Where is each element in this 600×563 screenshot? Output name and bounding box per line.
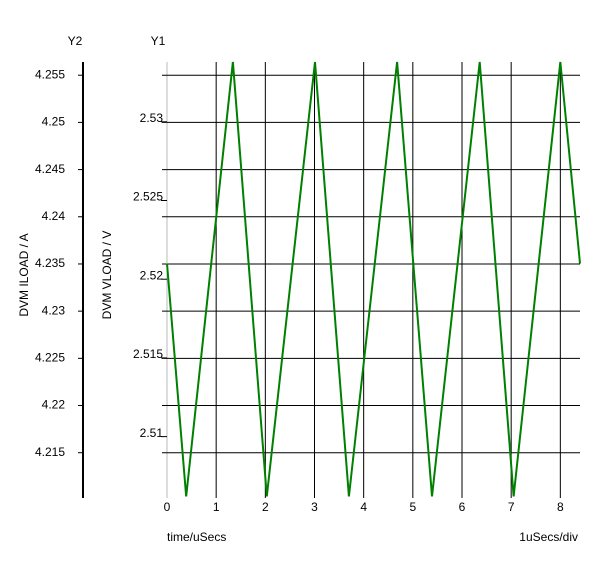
x-axis-label: time/uSecs <box>167 530 226 544</box>
x-tick-label: 1 <box>213 500 220 514</box>
y2-tick-label: 4.215 <box>35 445 65 459</box>
y2-tick-label: 4.24 <box>42 209 66 223</box>
y2-axis-label: DVM ILOAD / A <box>17 233 31 316</box>
x-tick-label: 4 <box>360 500 367 514</box>
scale-note: 1uSecs/div <box>519 530 578 544</box>
x-tick-label: 0 <box>164 500 171 514</box>
y2-header: Y2 <box>68 34 83 48</box>
x-tick-label: 7 <box>508 500 515 514</box>
x-tick-label: 6 <box>459 500 466 514</box>
y1-header: Y1 <box>151 34 166 48</box>
y2-tick-label: 4.25 <box>42 115 66 129</box>
y-tick-label: 2.51 <box>140 426 164 440</box>
y-axis-label: DVM VLOAD / V <box>100 231 114 320</box>
y2-tick-label: 4.255 <box>35 67 65 81</box>
y-tick-label: 2.53 <box>140 111 164 125</box>
series-line <box>166 61 581 497</box>
x-tick-label: 5 <box>409 500 416 514</box>
y2-tick-label: 4.245 <box>35 162 65 176</box>
x-tick-label: 8 <box>557 500 564 514</box>
y2-tick-label: 4.225 <box>35 351 65 365</box>
y2-tick-label: 4.235 <box>35 256 65 270</box>
y-tick-label: 2.52 <box>140 268 164 282</box>
y-tick-label: 2.515 <box>133 347 163 361</box>
x-tick-label: 2 <box>262 500 269 514</box>
y2-tick-label: 4.22 <box>42 398 66 412</box>
y-tick-label: 2.525 <box>133 190 163 204</box>
y2-tick-label: 4.23 <box>42 303 66 317</box>
x-tick-label: 3 <box>311 500 318 514</box>
